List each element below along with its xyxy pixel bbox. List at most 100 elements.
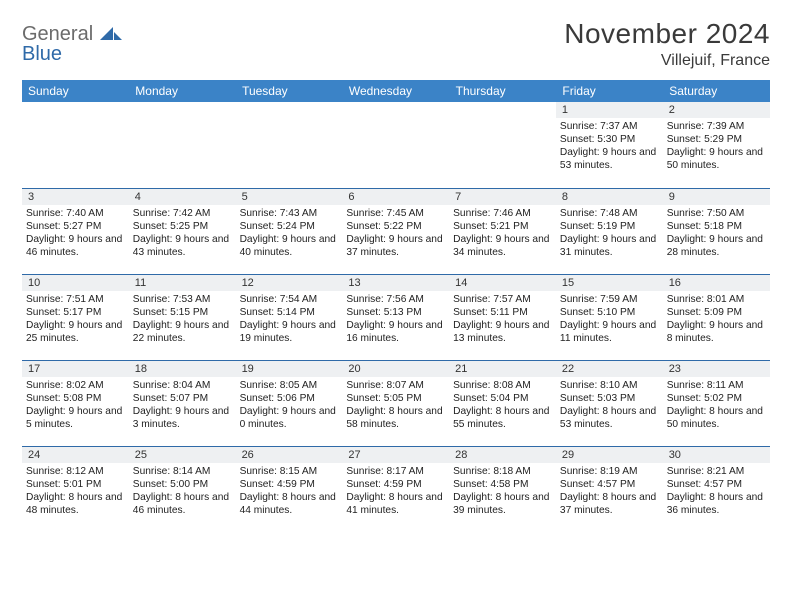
sunset-text: Sunset: 5:00 PM xyxy=(133,478,232,491)
calendar-cell: 9Sunrise: 7:50 AMSunset: 5:18 PMDaylight… xyxy=(663,188,770,274)
sunrise-text: Sunrise: 7:51 AM xyxy=(26,293,125,306)
day-number: 20 xyxy=(342,361,449,377)
calendar-row: 10Sunrise: 7:51 AMSunset: 5:17 PMDayligh… xyxy=(22,274,770,360)
calendar-cell xyxy=(342,102,449,188)
calendar-cell xyxy=(236,102,343,188)
daylight-text: Daylight: 9 hours and 43 minutes. xyxy=(133,233,232,259)
weekday-header-row: Sunday Monday Tuesday Wednesday Thursday… xyxy=(22,80,770,102)
day-details: Sunrise: 7:51 AMSunset: 5:17 PMDaylight:… xyxy=(22,291,129,347)
day-details: Sunrise: 8:10 AMSunset: 5:03 PMDaylight:… xyxy=(556,377,663,433)
day-details: Sunrise: 7:54 AMSunset: 5:14 PMDaylight:… xyxy=(236,291,343,347)
weekday-header: Thursday xyxy=(449,80,556,102)
day-details: Sunrise: 7:43 AMSunset: 5:24 PMDaylight:… xyxy=(236,205,343,261)
location: Villejuif, France xyxy=(564,52,770,70)
day-details: Sunrise: 7:42 AMSunset: 5:25 PMDaylight:… xyxy=(129,205,236,261)
day-number: 22 xyxy=(556,361,663,377)
day-number: 1 xyxy=(556,102,663,118)
day-number: 3 xyxy=(22,189,129,205)
sunrise-text: Sunrise: 8:21 AM xyxy=(667,465,766,478)
weekday-header: Saturday xyxy=(663,80,770,102)
sunset-text: Sunset: 5:11 PM xyxy=(453,306,552,319)
daylight-text: Daylight: 9 hours and 46 minutes. xyxy=(26,233,125,259)
calendar-row: 3Sunrise: 7:40 AMSunset: 5:27 PMDaylight… xyxy=(22,188,770,274)
calendar-cell: 25Sunrise: 8:14 AMSunset: 5:00 PMDayligh… xyxy=(129,446,236,532)
sunset-text: Sunset: 5:27 PM xyxy=(26,220,125,233)
calendar-cell: 16Sunrise: 8:01 AMSunset: 5:09 PMDayligh… xyxy=(663,274,770,360)
sunrise-text: Sunrise: 8:01 AM xyxy=(667,293,766,306)
day-details: Sunrise: 7:50 AMSunset: 5:18 PMDaylight:… xyxy=(663,205,770,261)
day-details: Sunrise: 7:57 AMSunset: 5:11 PMDaylight:… xyxy=(449,291,556,347)
day-details: Sunrise: 7:59 AMSunset: 5:10 PMDaylight:… xyxy=(556,291,663,347)
daylight-text: Daylight: 9 hours and 22 minutes. xyxy=(133,319,232,345)
sunset-text: Sunset: 5:15 PM xyxy=(133,306,232,319)
sunset-text: Sunset: 5:19 PM xyxy=(560,220,659,233)
calendar-cell: 10Sunrise: 7:51 AMSunset: 5:17 PMDayligh… xyxy=(22,274,129,360)
sunset-text: Sunset: 5:17 PM xyxy=(26,306,125,319)
daylight-text: Daylight: 9 hours and 5 minutes. xyxy=(26,405,125,431)
day-number: 24 xyxy=(22,447,129,463)
calendar-cell: 19Sunrise: 8:05 AMSunset: 5:06 PMDayligh… xyxy=(236,360,343,446)
calendar-cell: 2Sunrise: 7:39 AMSunset: 5:29 PMDaylight… xyxy=(663,102,770,188)
daylight-text: Daylight: 9 hours and 50 minutes. xyxy=(667,146,766,172)
sunset-text: Sunset: 5:05 PM xyxy=(346,392,445,405)
day-details: Sunrise: 8:21 AMSunset: 4:57 PMDaylight:… xyxy=(663,463,770,519)
calendar-cell: 11Sunrise: 7:53 AMSunset: 5:15 PMDayligh… xyxy=(129,274,236,360)
daylight-text: Daylight: 8 hours and 48 minutes. xyxy=(26,491,125,517)
daylight-text: Daylight: 9 hours and 53 minutes. xyxy=(560,146,659,172)
calendar-row: 24Sunrise: 8:12 AMSunset: 5:01 PMDayligh… xyxy=(22,446,770,532)
calendar-cell: 15Sunrise: 7:59 AMSunset: 5:10 PMDayligh… xyxy=(556,274,663,360)
day-number: 26 xyxy=(236,447,343,463)
weekday-header: Friday xyxy=(556,80,663,102)
sunset-text: Sunset: 4:57 PM xyxy=(667,478,766,491)
sunrise-text: Sunrise: 8:17 AM xyxy=(346,465,445,478)
sunset-text: Sunset: 5:29 PM xyxy=(667,133,766,146)
calendar-cell: 7Sunrise: 7:46 AMSunset: 5:21 PMDaylight… xyxy=(449,188,556,274)
sunrise-text: Sunrise: 8:05 AM xyxy=(240,379,339,392)
calendar-cell: 26Sunrise: 8:15 AMSunset: 4:59 PMDayligh… xyxy=(236,446,343,532)
day-number: 21 xyxy=(449,361,556,377)
daylight-text: Daylight: 9 hours and 31 minutes. xyxy=(560,233,659,259)
daylight-text: Daylight: 9 hours and 19 minutes. xyxy=(240,319,339,345)
calendar-cell: 29Sunrise: 8:19 AMSunset: 4:57 PMDayligh… xyxy=(556,446,663,532)
sunrise-text: Sunrise: 7:45 AM xyxy=(346,207,445,220)
calendar-cell xyxy=(129,102,236,188)
calendar-cell: 17Sunrise: 8:02 AMSunset: 5:08 PMDayligh… xyxy=(22,360,129,446)
daylight-text: Daylight: 8 hours and 39 minutes. xyxy=(453,491,552,517)
sunrise-text: Sunrise: 7:42 AM xyxy=(133,207,232,220)
sunset-text: Sunset: 5:13 PM xyxy=(346,306,445,319)
calendar-cell xyxy=(449,102,556,188)
sunrise-text: Sunrise: 8:12 AM xyxy=(26,465,125,478)
sunset-text: Sunset: 5:02 PM xyxy=(667,392,766,405)
title-block: November 2024 Villejuif, France xyxy=(564,18,770,70)
daylight-text: Daylight: 8 hours and 36 minutes. xyxy=(667,491,766,517)
day-number: 4 xyxy=(129,189,236,205)
day-number: 11 xyxy=(129,275,236,291)
sunrise-text: Sunrise: 7:39 AM xyxy=(667,120,766,133)
sunrise-text: Sunrise: 7:43 AM xyxy=(240,207,339,220)
sunrise-text: Sunrise: 7:37 AM xyxy=(560,120,659,133)
daylight-text: Daylight: 8 hours and 44 minutes. xyxy=(240,491,339,517)
sunset-text: Sunset: 5:04 PM xyxy=(453,392,552,405)
daylight-text: Daylight: 9 hours and 13 minutes. xyxy=(453,319,552,345)
day-number: 13 xyxy=(342,275,449,291)
sunset-text: Sunset: 5:10 PM xyxy=(560,306,659,319)
day-number: 19 xyxy=(236,361,343,377)
day-number: 8 xyxy=(556,189,663,205)
sunset-text: Sunset: 5:06 PM xyxy=(240,392,339,405)
day-number: 25 xyxy=(129,447,236,463)
sunset-text: Sunset: 4:59 PM xyxy=(240,478,339,491)
day-number: 27 xyxy=(342,447,449,463)
daylight-text: Daylight: 9 hours and 8 minutes. xyxy=(667,319,766,345)
sunset-text: Sunset: 5:30 PM xyxy=(560,133,659,146)
daylight-text: Daylight: 9 hours and 34 minutes. xyxy=(453,233,552,259)
sunset-text: Sunset: 5:18 PM xyxy=(667,220,766,233)
calendar-cell xyxy=(22,102,129,188)
day-number: 15 xyxy=(556,275,663,291)
calendar-cell: 14Sunrise: 7:57 AMSunset: 5:11 PMDayligh… xyxy=(449,274,556,360)
day-number: 23 xyxy=(663,361,770,377)
day-details: Sunrise: 8:11 AMSunset: 5:02 PMDaylight:… xyxy=(663,377,770,433)
day-number: 12 xyxy=(236,275,343,291)
day-number: 14 xyxy=(449,275,556,291)
day-details: Sunrise: 7:37 AMSunset: 5:30 PMDaylight:… xyxy=(556,118,663,174)
day-number: 9 xyxy=(663,189,770,205)
